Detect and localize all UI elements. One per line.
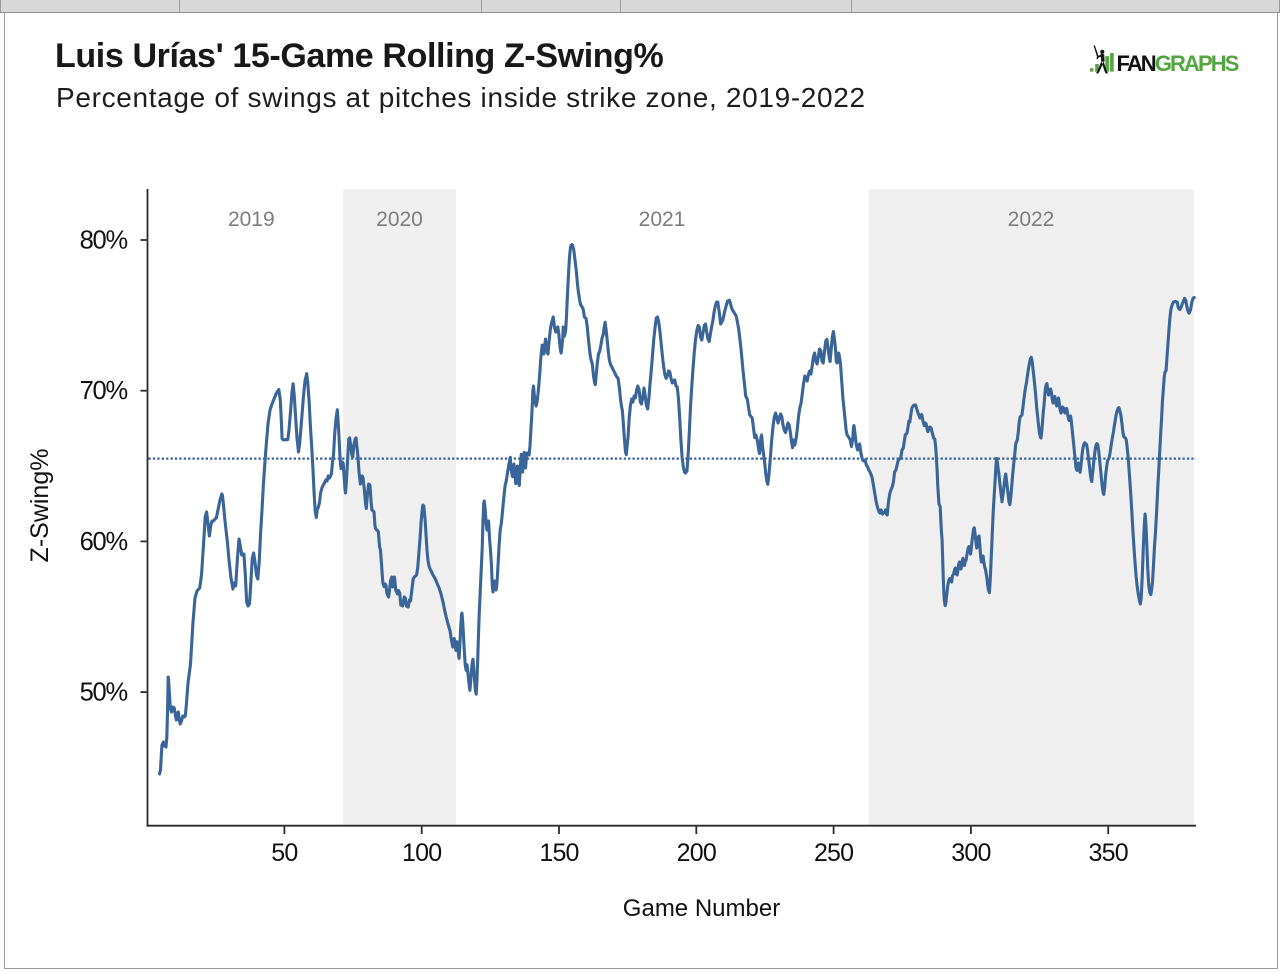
svg-text:70%: 70%	[80, 377, 128, 405]
svg-text:Game Number: Game Number	[623, 895, 780, 922]
svg-text:100: 100	[402, 839, 441, 867]
svg-text:FANGRAPHS: FANGRAPHS	[1117, 51, 1239, 76]
svg-text:300: 300	[951, 839, 990, 867]
svg-text:200: 200	[677, 839, 716, 867]
svg-text:150: 150	[539, 839, 578, 867]
svg-text:250: 250	[814, 839, 853, 867]
svg-text:50%: 50%	[80, 679, 128, 707]
svg-text:50: 50	[271, 839, 297, 867]
svg-text:Z-Swing%: Z-Swing%	[26, 449, 54, 563]
svg-text:2022: 2022	[1008, 208, 1055, 231]
svg-text:2020: 2020	[376, 208, 423, 231]
svg-text:2021: 2021	[639, 208, 686, 231]
svg-text:60%: 60%	[80, 528, 128, 556]
svg-text:2019: 2019	[228, 208, 275, 231]
svg-text:350: 350	[1089, 839, 1128, 867]
svg-text:80%: 80%	[80, 227, 128, 255]
